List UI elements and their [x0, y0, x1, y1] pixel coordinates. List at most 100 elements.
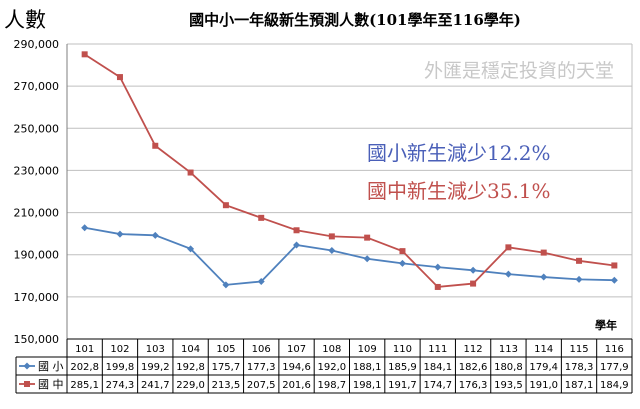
table-value: 177,9: [600, 362, 629, 373]
y-tick-label: 170,000: [14, 291, 60, 304]
table-value: 176,3: [459, 380, 488, 391]
data-point: [116, 74, 123, 81]
data-point: [222, 202, 229, 209]
data-point: [293, 227, 300, 234]
x-tick-label: 110: [393, 344, 412, 355]
table-value: 178,3: [565, 362, 594, 373]
data-point: [364, 234, 371, 241]
y-tick-label: 190,000: [14, 249, 60, 262]
table-value: 193,5: [494, 380, 523, 391]
watermark-text: 外匯是穩定投資的天堂: [423, 60, 614, 82]
x-tick-label: 111: [428, 344, 447, 355]
table-value: 207,5: [247, 380, 276, 391]
table-value: 179,4: [529, 362, 558, 373]
series-line: [84, 53, 615, 288]
y-tick-label: 150,000: [14, 333, 60, 346]
table-value: 198,1: [353, 380, 382, 391]
data-point: [434, 283, 441, 290]
table-value: 274,3: [106, 380, 135, 391]
data-point: [505, 244, 512, 251]
data-point: [222, 281, 230, 289]
table-value: 191,0: [529, 380, 558, 391]
legend-marker: [24, 381, 30, 387]
table-value: 192,8: [176, 362, 205, 373]
y-axis-label: 人數: [4, 8, 46, 32]
table-value: 285,1: [70, 380, 99, 391]
x-tick-label: 116: [605, 344, 624, 355]
table-value: 182,6: [459, 362, 488, 373]
table-value: 185,9: [388, 362, 417, 373]
table-value: 202,8: [70, 362, 99, 373]
table-value: 174,7: [423, 380, 452, 391]
data-point: [257, 277, 265, 285]
x-tick-label: 108: [322, 344, 341, 355]
table-value: 188,1: [353, 362, 382, 373]
data-point: [504, 270, 512, 278]
data-point: [363, 255, 371, 263]
table-value: 191,7: [388, 380, 417, 391]
data-point: [328, 247, 336, 254]
table-value: 187,1: [565, 380, 594, 391]
legend-label: 國 小: [38, 360, 64, 373]
data-point: [151, 231, 159, 239]
x-tick-label: 109: [358, 344, 377, 355]
legend-marker: [23, 362, 31, 370]
data-point: [540, 249, 547, 256]
data-point: [81, 51, 88, 58]
x-tick-label: 113: [499, 344, 518, 355]
table-value: 199,2: [141, 362, 170, 373]
table-value: 201,6: [282, 380, 311, 391]
table-value: 192,0: [318, 362, 347, 373]
data-point: [576, 257, 583, 264]
y-tick-label: 270,000: [14, 80, 60, 93]
data-point: [540, 273, 548, 281]
y-tick-label: 290,000: [14, 38, 60, 51]
data-point: [187, 169, 194, 176]
y-tick-label: 250,000: [14, 122, 60, 135]
x-axis-label: 學年: [595, 319, 617, 332]
x-tick-label: 105: [216, 344, 235, 355]
table-value: 177,3: [247, 362, 276, 373]
x-tick-label: 114: [534, 344, 553, 355]
x-tick-label: 103: [146, 344, 165, 355]
data-point: [575, 275, 583, 283]
data-point: [610, 276, 618, 284]
data-point: [81, 224, 89, 232]
legend-label: 國 中: [38, 378, 64, 391]
data-point: [469, 266, 477, 274]
x-tick-label: 102: [110, 344, 129, 355]
x-tick-label: 106: [252, 344, 271, 355]
annotation-elementary: 國小新生減少12.2%: [367, 141, 551, 165]
table-value: 241,7: [141, 380, 170, 391]
x-tick-label: 107: [287, 344, 306, 355]
data-point: [328, 233, 335, 240]
series-line: [84, 226, 615, 286]
data-point: [258, 214, 265, 221]
table-value: 175,7: [212, 362, 241, 373]
y-tick-label: 210,000: [14, 207, 60, 220]
x-tick-label: 101: [75, 344, 94, 355]
data-point: [187, 245, 195, 253]
data-point: [399, 248, 406, 255]
x-tick-label: 104: [181, 344, 200, 355]
table-value: 213,5: [212, 380, 241, 391]
data-point: [434, 263, 442, 271]
data-point: [470, 280, 477, 287]
data-point: [398, 259, 406, 267]
table-value: 198,7: [318, 380, 347, 391]
table-value: 184,9: [600, 380, 629, 391]
data-point: [152, 142, 159, 149]
x-tick-label: 115: [569, 344, 588, 355]
data-point: [293, 241, 301, 249]
table-value: 180,8: [494, 362, 523, 373]
chart-title: 國中小一年級新生預測人數(101學年至116學年): [189, 11, 521, 29]
table-value: 194,6: [282, 362, 311, 373]
data-point: [116, 230, 124, 238]
annotation-junior-high: 國中新生減少35.1%: [367, 179, 551, 203]
data-point: [611, 262, 618, 269]
table-value: 184,1: [423, 362, 452, 373]
table-value: 229,0: [176, 380, 205, 391]
x-tick-label: 112: [464, 344, 483, 355]
